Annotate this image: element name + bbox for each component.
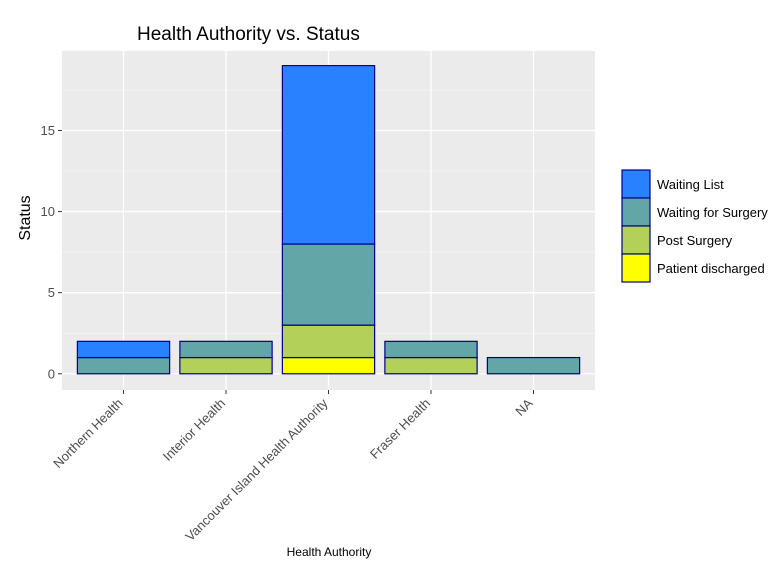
- bar-segment: [179, 356, 273, 375]
- bars: [76, 64, 581, 375]
- x-tick-label: Interior Health: [160, 396, 228, 464]
- x-axis: Northern Health Interior HealthVancouver …: [50, 390, 536, 544]
- bar-segment: [76, 340, 171, 359]
- y-tick-label: 5: [48, 285, 55, 300]
- y-tick-label: 0: [48, 366, 55, 381]
- legend-label: Post Surgery: [657, 233, 733, 248]
- y-tick-label: 15: [41, 123, 55, 138]
- legend-label: Waiting for Surgery: [657, 205, 768, 220]
- legend-key: [621, 169, 651, 199]
- bar-segment: [281, 243, 376, 326]
- x-tick-label: Northern Health: [50, 396, 126, 472]
- bar-segment: [281, 324, 376, 359]
- bar-segment: [384, 340, 478, 359]
- y-tick-label: 10: [41, 204, 55, 219]
- x-tick-label: Fraser Health: [367, 396, 433, 462]
- x-tick-label: NA: [512, 395, 536, 419]
- bar-segment: [384, 356, 478, 375]
- legend-key: [621, 197, 651, 227]
- y-axis-title: Status: [17, 195, 34, 240]
- y-axis: 0 5 10 15: [41, 123, 62, 381]
- legend-key: [621, 253, 651, 283]
- legend-key: [621, 225, 651, 255]
- bar-segment: [281, 64, 376, 245]
- bar-segment: [76, 356, 171, 375]
- bar-segment: [179, 340, 273, 359]
- x-axis-title: Health Authority: [287, 545, 372, 559]
- bar-segment: [281, 356, 376, 375]
- legend: Waiting List Waiting for Surgery Post Surg…: [621, 169, 768, 283]
- legend-label: Waiting List: [657, 177, 724, 192]
- bar-segment: [486, 356, 581, 375]
- legend-label: Patient discharged: [657, 261, 765, 276]
- chart-title: Health Authority vs. Status: [137, 24, 360, 45]
